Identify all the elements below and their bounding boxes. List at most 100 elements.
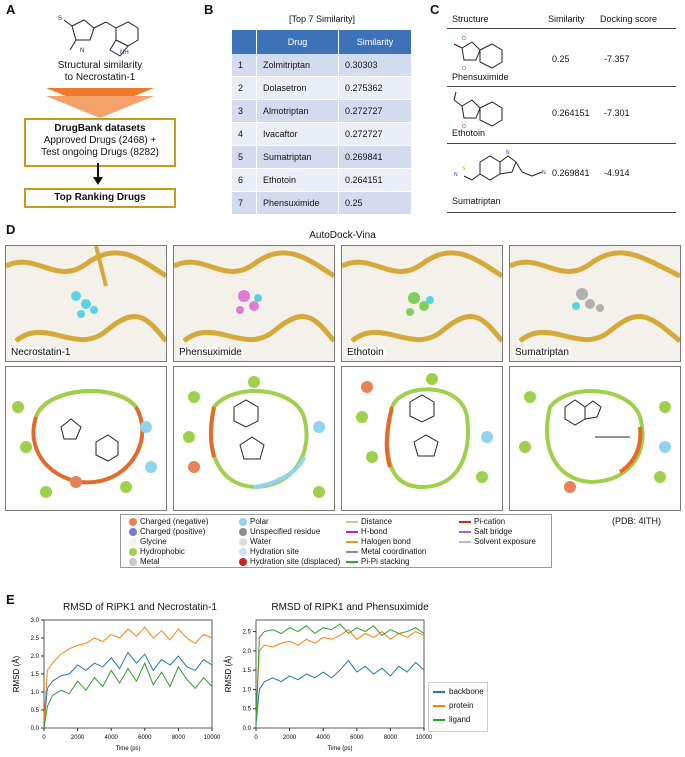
legend-swatch-icon [239, 557, 247, 566]
x-tick-label: 8000 [172, 735, 186, 741]
y-tick-label: 0.0 [243, 726, 252, 732]
legend-swatch-icon [346, 530, 358, 533]
interaction-diagram-icon [356, 373, 493, 490]
ligand-label: Necrostatin-1 [9, 347, 73, 358]
legend-swatch-icon [129, 537, 137, 546]
series-line [255, 628, 425, 717]
chart-legend-label: backbone [449, 687, 484, 696]
y-tick-label: 3.0 [31, 618, 40, 624]
phensuximide-structure-icon: O O [453, 36, 503, 72]
legend-item: Metal coordination [346, 547, 426, 557]
panel-label-e: E [6, 592, 15, 607]
panel-label-a: A [6, 2, 16, 17]
legend-item: Polar [239, 517, 269, 527]
svg-text:NH: NH [120, 50, 129, 56]
drugbank-box: DrugBank datasets Approved Drugs (2468) … [24, 118, 176, 167]
legend-item: Hydration site (displaced) [239, 557, 340, 567]
interaction-diagram-icon [519, 389, 671, 493]
svg-text:O: O [462, 66, 466, 72]
legend-swatch-icon [129, 527, 137, 536]
chart-legend-item: ligand [433, 715, 470, 724]
chart-legend-swatch-icon [433, 704, 445, 707]
docking-title: AutoDock-Vina [309, 230, 376, 241]
interaction-2d-phensuximide [173, 366, 335, 511]
x-tick-label: 0 [42, 735, 46, 741]
legend-item: Metal [129, 557, 160, 567]
legend-item: H-bond [346, 527, 387, 537]
funnel-arrow-shade-icon [46, 96, 154, 118]
x-tick-label: 4000 [105, 735, 119, 741]
protein-ribbon-icon [6, 246, 166, 344]
legend-swatch-icon [346, 550, 358, 553]
legend-label: Metal coordination [361, 547, 427, 556]
col-header-similarity: Similarity [338, 30, 412, 54]
legend-label: Charged (positive) [140, 527, 206, 536]
chart-legend-swatch-icon [433, 690, 445, 693]
legend-swatch-icon [346, 520, 358, 523]
drugbank-line1: Approved Drugs (2468) + [43, 135, 157, 146]
legend-label: Water [250, 537, 272, 546]
chart-legend-item: protein [433, 701, 473, 710]
protein-ribbon-icon [510, 250, 680, 344]
x-axis-label: Time (ps) [327, 746, 352, 752]
rmsd-chart-necrostatin: 0 2000 4000 6000 8000 10000 0.0 0.5 1.0 1.5 2.0 2.5… [12, 618, 220, 752]
interaction-2d-necrostatin [5, 366, 167, 511]
series-line [255, 659, 425, 725]
drugbank-line2: Test ongoing Drugs (8282) [41, 147, 159, 158]
chart-title-2: RMSD of RIPK1 and Phensuximide [271, 602, 429, 613]
legend-label: Hydration site (displaced) [250, 557, 341, 566]
legend-label: Unspecified residue [250, 527, 321, 536]
c-divider [447, 212, 676, 213]
interaction-diagram-icon [12, 389, 157, 498]
legend-label: Halogen bond [361, 537, 411, 546]
legend-item: Charged (positive) [129, 527, 205, 537]
x-tick-label: 4000 [317, 735, 331, 741]
panel-label-c: C [430, 2, 440, 17]
c-name-ethotoin: Ethotoin [452, 128, 486, 138]
interaction-legend: Charged (negative) Charged (positive) Glyc… [120, 514, 552, 568]
y-tick-label: 2.5 [31, 636, 40, 642]
c-divider [447, 86, 676, 87]
legend-label: Charged (negative) [140, 517, 209, 526]
legend-swatch-icon [129, 557, 137, 566]
pdb-label: (PDB: 4ITH) [612, 516, 662, 526]
c-divider [447, 28, 676, 29]
ligand-label: Phensuximide [177, 347, 244, 358]
svg-text:N: N [506, 150, 510, 156]
legend-swatch-icon [459, 540, 471, 543]
sumatriptan-structure-icon: N S N N [454, 150, 546, 181]
x-tick-label: 10000 [204, 735, 220, 741]
interaction-2d-sumatriptan [509, 366, 681, 511]
col-header-index [232, 30, 257, 54]
legend-item: Pi-cation [459, 517, 505, 527]
legend-item: Glycine [129, 537, 167, 547]
legend-label: Metal [140, 557, 160, 566]
table-row: 4 Ivacaftor 0.272727 [232, 122, 412, 146]
legend-label: H-bond [361, 527, 388, 536]
col-header-drug: Drug [256, 30, 339, 54]
chart-title-1: RMSD of RIPK1 and Necrostatin-1 [63, 602, 217, 613]
legend-swatch-icon [346, 560, 358, 563]
c-score-sumatriptan: -4.914 [604, 168, 630, 178]
legend-swatch-icon [346, 540, 358, 543]
svg-text:O: O [462, 36, 466, 42]
docking-3d-ethotoin: Ethotoin [341, 245, 503, 362]
c-sim-ethotoin: 0.264151 [552, 108, 590, 118]
rmsd-chart-phensuximide: 0 2000 4000 6000 8000 10000 0.0 0.5 1.0 1.5 2.0 2.5… [224, 619, 432, 752]
panel-label-d: D [6, 222, 16, 237]
svg-text:S: S [58, 16, 62, 22]
x-tick-label: 2000 [71, 735, 85, 741]
svg-text:N: N [80, 48, 84, 54]
x-tick-label: 6000 [350, 735, 364, 741]
svg-text:N: N [454, 172, 458, 178]
x-tick-label: 2000 [283, 735, 297, 741]
interaction-diagram-icon [183, 376, 325, 498]
y-tick-label: 2.0 [243, 649, 252, 655]
table-row: 5 Sumatriptan 0.269841 [232, 145, 412, 169]
legend-swatch-icon [239, 537, 247, 546]
legend-item: Unspecified residue [239, 527, 320, 537]
x-tick-label: 8000 [384, 735, 398, 741]
legend-swatch-icon [239, 547, 247, 556]
drugbank-title: DrugBank datasets [54, 123, 146, 134]
x-tick-label: 10000 [416, 735, 432, 741]
